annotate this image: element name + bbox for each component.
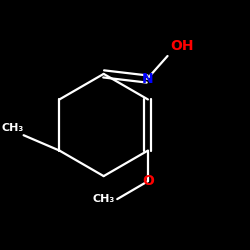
Text: CH₃: CH₃ xyxy=(92,194,115,204)
Text: O: O xyxy=(142,174,154,188)
Text: CH₃: CH₃ xyxy=(1,123,24,133)
Text: OH: OH xyxy=(170,40,194,54)
Text: N: N xyxy=(141,72,153,86)
